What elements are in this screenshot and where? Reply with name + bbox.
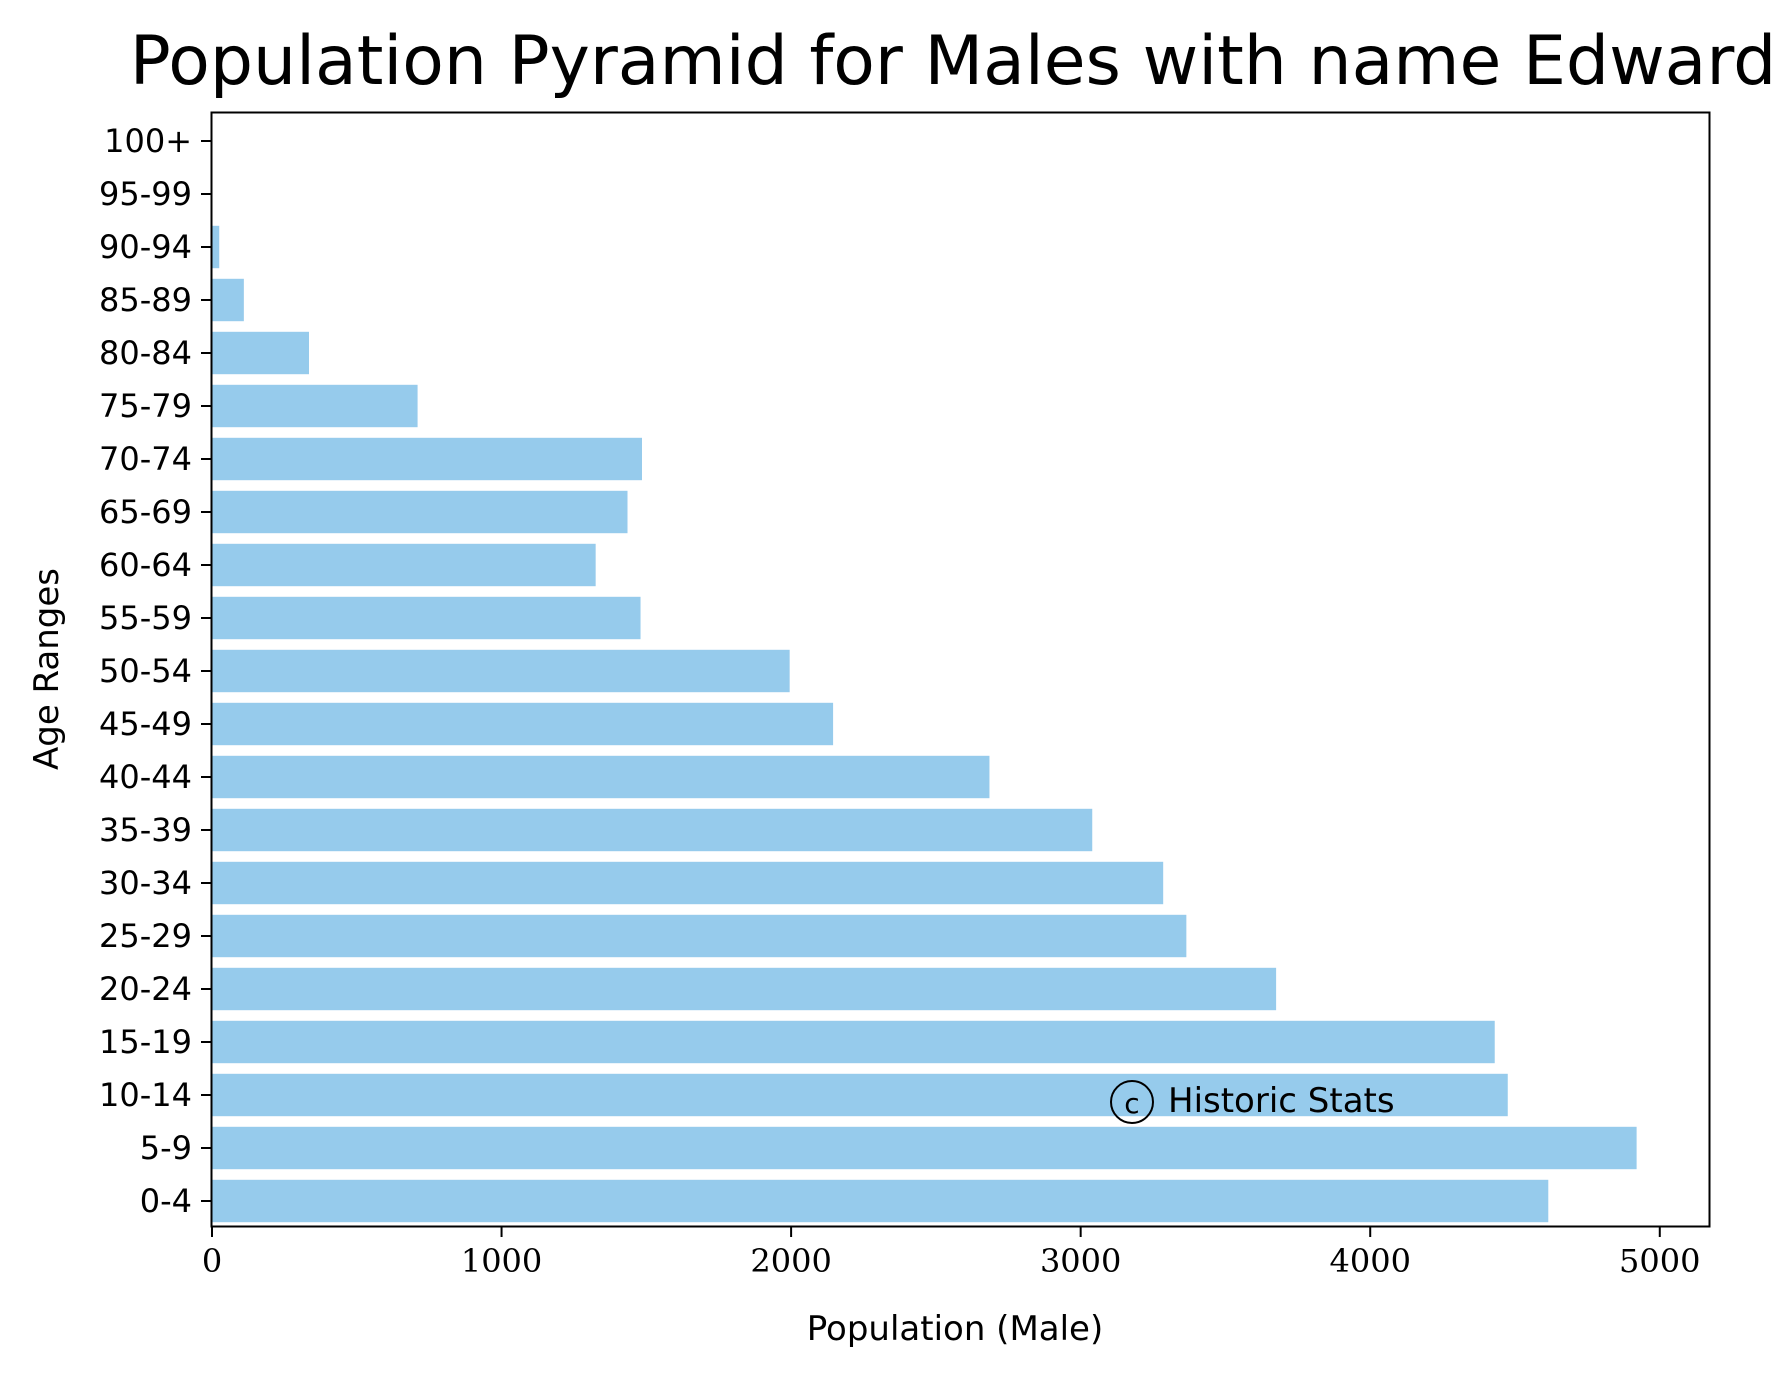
x-tick-label-0: 0 bbox=[202, 1242, 222, 1280]
plot-frame bbox=[210, 111, 1711, 1228]
y-tick-label-100-plus: 100+ bbox=[104, 122, 192, 160]
y-tick-label-60-64: 60-64 bbox=[99, 546, 192, 584]
bar-10-14 bbox=[212, 1073, 1508, 1117]
y-tick-label-80-84: 80-84 bbox=[99, 334, 192, 372]
bar-35-39 bbox=[212, 808, 1093, 852]
watermark-text: Historic Stats bbox=[1168, 1081, 1395, 1121]
copyright-symbol: c bbox=[1124, 1087, 1139, 1120]
bar-40-44 bbox=[212, 755, 990, 799]
y-tick-label-30-34: 30-34 bbox=[99, 864, 192, 902]
y-tick-label-35-39: 35-39 bbox=[99, 811, 192, 849]
x-tick-label-1000: 1000 bbox=[461, 1242, 542, 1280]
bar-30-34 bbox=[212, 861, 1164, 905]
bar-50-54 bbox=[212, 649, 790, 693]
y-tick-label-65-69: 65-69 bbox=[99, 493, 192, 531]
bar-25-29 bbox=[212, 914, 1187, 958]
x-tick-label-3000: 3000 bbox=[1040, 1242, 1121, 1280]
bar-60-64 bbox=[212, 543, 596, 587]
y-tick-label-5-9: 5-9 bbox=[140, 1129, 192, 1167]
x-tick-label-4000: 4000 bbox=[1330, 1242, 1411, 1280]
y-tick-label-20-24: 20-24 bbox=[99, 970, 192, 1008]
y-tick-label-75-79: 75-79 bbox=[99, 387, 192, 425]
y-axis-ticks: 0-4 5-9 10-14 15-19 20-24 25-29 30-34 35-39 40-4… bbox=[99, 122, 212, 1220]
y-tick-label-25-29: 25-29 bbox=[99, 917, 192, 955]
x-axis-ticks: 0 1000 2000 3000 4000 5000 bbox=[202, 1226, 1700, 1280]
y-tick-label-40-44: 40-44 bbox=[99, 758, 192, 796]
bar-70-74 bbox=[212, 437, 642, 481]
y-tick-label-70-74: 70-74 bbox=[99, 440, 192, 478]
x-tick-label-2000: 2000 bbox=[750, 1242, 831, 1280]
y-tick-label-45-49: 45-49 bbox=[99, 705, 192, 743]
copyright-circle bbox=[1110, 1080, 1154, 1124]
bar-90-94 bbox=[212, 225, 220, 269]
bar-85-89 bbox=[212, 278, 244, 322]
x-axis-label: Population (Male) bbox=[807, 1309, 1104, 1349]
bar-15-19 bbox=[212, 1020, 1495, 1064]
bar-0-4 bbox=[212, 1179, 1549, 1223]
bar-80-84 bbox=[212, 331, 310, 375]
chart-title: Population Pyramid for Males with name E… bbox=[130, 22, 1777, 101]
bar-45-49 bbox=[212, 702, 834, 746]
bar-65-69 bbox=[212, 490, 628, 534]
historic-stats-watermark: c Historic Stats bbox=[1110, 1080, 1395, 1124]
bar-5-9 bbox=[212, 1126, 1637, 1170]
y-tick-label-0-4: 0-4 bbox=[140, 1182, 192, 1220]
y-axis-label: Age Ranges bbox=[27, 568, 67, 770]
y-tick-label-95-99: 95-99 bbox=[99, 175, 192, 213]
y-tick-label-90-94: 90-94 bbox=[99, 228, 192, 266]
bar-55-59 bbox=[212, 596, 641, 640]
y-tick-label-55-59: 55-59 bbox=[99, 599, 192, 637]
bars-layer bbox=[212, 225, 1637, 1223]
bar-75-79 bbox=[212, 384, 418, 428]
y-tick-label-50-54: 50-54 bbox=[99, 652, 192, 690]
y-tick-label-85-89: 85-89 bbox=[99, 281, 192, 319]
y-tick-label-15-19: 15-19 bbox=[99, 1023, 192, 1061]
x-tick-label-5000: 5000 bbox=[1619, 1242, 1700, 1280]
y-tick-label-10-14: 10-14 bbox=[99, 1076, 192, 1114]
bar-20-24 bbox=[212, 967, 1277, 1011]
